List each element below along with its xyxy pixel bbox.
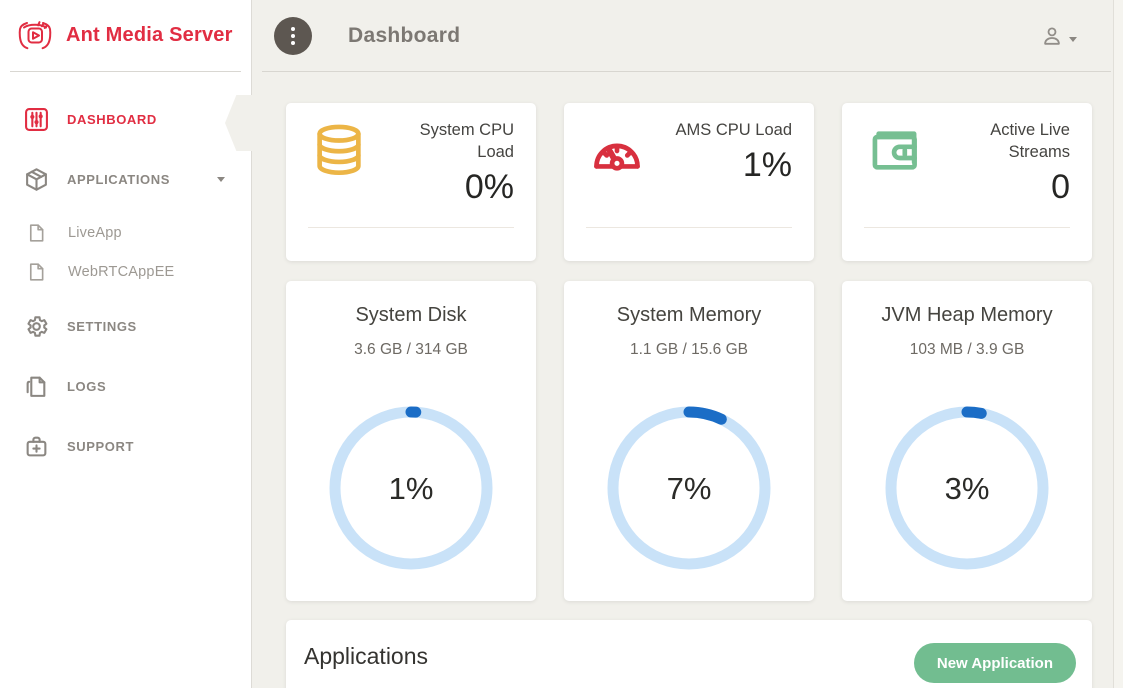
sidebar-item-label: WebRTCAppEE bbox=[68, 263, 175, 280]
gauge-subtitle: 3.6 GB / 314 GB bbox=[354, 341, 468, 358]
gauge-percent: 3% bbox=[945, 471, 990, 506]
header: Dashboard bbox=[252, 0, 1123, 72]
gauges-row: System Disk 3.6 GB / 314 GB 1% System Me… bbox=[286, 281, 1092, 601]
stat-text: System CPU Load 0% bbox=[392, 119, 514, 207]
scrollbar-track[interactable] bbox=[1113, 0, 1123, 688]
sidebar-item-support[interactable]: SUPPORT bbox=[0, 422, 251, 470]
first-aid-icon bbox=[26, 436, 47, 456]
gauge-title: JVM Heap Memory bbox=[881, 304, 1053, 326]
card-divider bbox=[586, 227, 792, 228]
speedometer-icon bbox=[588, 123, 646, 184]
stat-card-active-live-streams: Active Live Streams 0 bbox=[842, 103, 1092, 261]
file-icon bbox=[29, 262, 44, 281]
menu-kebab-button[interactable] bbox=[274, 17, 312, 55]
gauge-subtitle: 1.1 GB / 15.6 GB bbox=[629, 341, 749, 358]
sidebar-item-liveapp[interactable]: LiveApp bbox=[0, 213, 251, 252]
gauge-card-system-disk: System Disk 3.6 GB / 314 GB 1% bbox=[286, 281, 536, 601]
sidebar-item-dashboard[interactable]: DASHBOARD bbox=[0, 95, 251, 143]
sidebar-nav: DASHBOARD APPLICATIONS LiveAp bbox=[0, 72, 251, 470]
sliders-icon bbox=[25, 107, 48, 131]
gauge-subtitle: 103 MB / 3.9 GB bbox=[909, 341, 1025, 358]
sidebar-item-settings[interactable]: SETTINGS bbox=[0, 302, 251, 350]
sidebar-item-label: SUPPORT bbox=[67, 438, 135, 454]
jvm-heap-memory-gauge: 3% bbox=[885, 406, 1049, 570]
sidebar-item-label: LOGS bbox=[67, 378, 107, 394]
gauge-percent: 7% bbox=[667, 471, 712, 506]
gauge-title: System Memory bbox=[616, 304, 762, 326]
user-menu-button[interactable] bbox=[1041, 25, 1077, 47]
gauge-card-jvm-heap-memory: JVM Heap Memory 103 MB / 3.9 GB 3% bbox=[842, 281, 1092, 601]
stat-card-ams-cpu-load: AMS CPU Load 1% bbox=[564, 103, 814, 261]
brand[interactable]: Ant Media Server bbox=[0, 0, 251, 71]
gauge-card-system-memory: System Memory 1.1 GB / 15.6 GB 7% bbox=[564, 281, 814, 601]
person-icon bbox=[1044, 27, 1060, 45]
gauge-title: System Disk bbox=[355, 304, 467, 326]
ant-media-logo-icon bbox=[18, 20, 52, 49]
main-content: System CPU Load 0% AMS CPU Load bbox=[252, 72, 1123, 688]
file-icon bbox=[29, 223, 44, 242]
card-divider bbox=[864, 227, 1070, 228]
sidebar-item-label: LiveApp bbox=[68, 224, 122, 241]
gauge-percent: 1% bbox=[389, 471, 434, 506]
applications-title: Applications bbox=[304, 643, 429, 669]
sidebar-item-webrtcappee[interactable]: WebRTCAppEE bbox=[0, 252, 251, 291]
brand-name: Ant Media Server bbox=[66, 24, 233, 46]
kebab-dot bbox=[291, 34, 295, 38]
stat-label: Active Live Streams bbox=[990, 121, 1070, 161]
sidebar-item-applications[interactable]: APPLICATIONS bbox=[0, 155, 251, 203]
sidebar-item-logs[interactable]: LOGS bbox=[0, 362, 251, 410]
stat-text: AMS CPU Load 1% bbox=[670, 119, 792, 185]
system-disk-gauge: 1% bbox=[329, 406, 493, 570]
stat-value: 0% bbox=[464, 168, 514, 206]
system-memory-gauge: 7% bbox=[607, 406, 771, 570]
sidebar-item-label: DASHBOARD bbox=[67, 111, 157, 127]
kebab-dot bbox=[291, 41, 295, 45]
stat-value: 0 bbox=[1051, 168, 1070, 206]
applications-section: Applications New Application bbox=[286, 620, 1092, 688]
gear-icon bbox=[27, 315, 48, 337]
chevron-down-icon bbox=[1069, 36, 1077, 42]
stat-card-system-cpu-load: System CPU Load 0% bbox=[286, 103, 536, 261]
wallet-icon bbox=[866, 123, 924, 184]
package-icon bbox=[26, 167, 47, 191]
stat-label: System CPU Load bbox=[419, 121, 514, 161]
stat-text: Active Live Streams 0 bbox=[948, 119, 1070, 207]
stat-label: AMS CPU Load bbox=[675, 121, 792, 139]
database-icon bbox=[310, 123, 368, 184]
page-title: Dashboard bbox=[348, 24, 461, 47]
chevron-down-icon bbox=[217, 176, 225, 182]
sidebar: Ant Media Server DASHBOARD bbox=[0, 0, 252, 688]
sidebar-item-label: SETTINGS bbox=[67, 318, 137, 334]
stat-value: 1% bbox=[742, 146, 792, 184]
logo-divider bbox=[10, 71, 241, 72]
stats-row: System CPU Load 0% AMS CPU Load bbox=[286, 103, 1092, 261]
card-divider bbox=[308, 227, 514, 228]
logs-icon bbox=[26, 376, 46, 397]
kebab-dot bbox=[291, 27, 295, 31]
new-application-button[interactable]: New Application bbox=[913, 643, 1076, 683]
sidebar-item-label: APPLICATIONS bbox=[67, 171, 171, 187]
